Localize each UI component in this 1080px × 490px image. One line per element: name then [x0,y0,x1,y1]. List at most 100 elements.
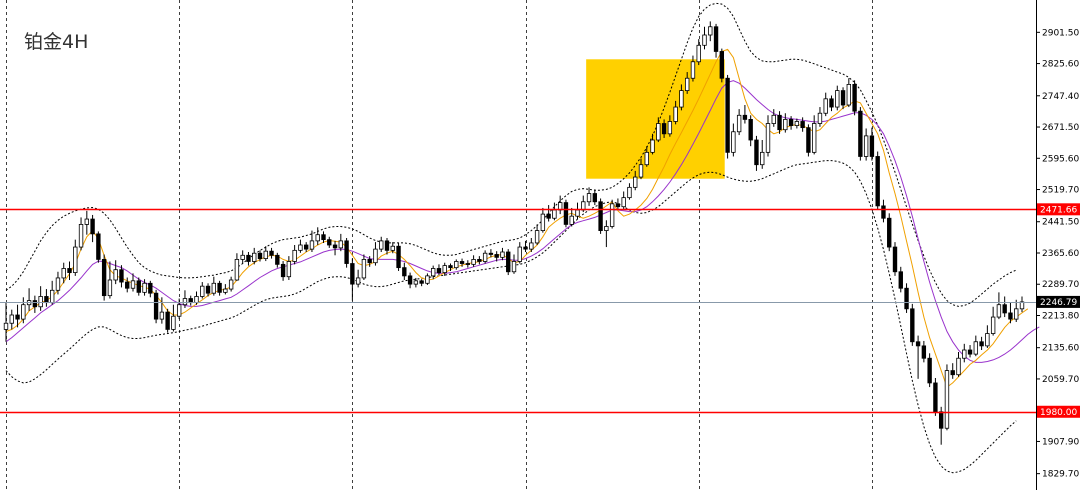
candle [379,236,384,252]
candle [384,238,390,255]
candle-body-bearish [101,259,107,297]
candle [667,115,673,137]
candle [869,127,875,161]
candle [788,116,794,130]
candle-body-bullish [211,282,217,294]
ma-fast-line [5,48,1029,388]
candle-body-bullish [621,197,626,208]
band-upper-line [5,2,1017,307]
candle-body-bullish [454,261,459,269]
candle-body-bearish [477,259,482,262]
price-tag-label: 2246.79 [1040,298,1077,308]
candle [182,290,188,308]
candle [223,284,228,295]
candle-body-bearish [1002,304,1007,314]
candle-body-bullish [863,135,869,157]
candle [933,378,938,416]
candle-body-bullish [298,244,303,251]
candle [713,23,719,58]
candle [148,280,153,298]
candle-body-bearish [321,234,326,241]
candle-body-bullish [552,209,557,219]
candle [367,256,372,267]
candle [107,261,113,299]
candle [534,224,540,245]
candle-body-bullish [252,252,257,262]
candle-body-bearish [257,252,263,259]
candle-body-bearish [344,240,349,264]
candle [863,128,869,161]
moving-averages [5,48,1040,388]
y-tick-label: 2901.50 [1042,28,1079,38]
candle-body-bearish [754,139,759,166]
y-tick-label: 2059.70 [1042,375,1079,385]
candle-body-bearish [887,217,892,248]
candle-body-bearish [777,114,782,131]
candle [228,276,234,292]
candle-body-bullish [627,186,632,199]
candle [142,279,147,296]
candle [361,254,367,280]
candle [130,273,136,292]
candle [73,239,78,276]
price-tag-box [1037,405,1080,418]
y-tick-label: 2595.60 [1042,154,1079,164]
candle [315,227,320,245]
y-tick-label: 2441.50 [1042,218,1079,228]
candle [275,252,280,268]
candle [569,207,574,227]
candle [465,260,471,268]
candle [754,135,759,171]
candle [546,205,551,222]
y-tick-label: 1907.90 [1042,437,1079,447]
candle-body-bullish [430,268,436,277]
candle [200,282,205,299]
candle [482,250,488,264]
candle-body-bullish [286,261,292,278]
candle [650,133,655,155]
candle-body-bullish [3,322,9,330]
candle [990,306,996,336]
candle-body-bearish [748,119,753,141]
candle-body-bullish [569,215,574,225]
candle-body-bearish [384,240,390,251]
candle [373,242,378,266]
candle [748,115,753,147]
candle [332,240,338,256]
candle [835,85,840,111]
candle-body-bullish [684,77,690,91]
candles [3,21,1025,445]
candle-body-bullish [644,151,649,166]
candle [673,100,678,125]
candle-body-bearish [546,213,551,219]
candle [55,271,61,295]
candle-body-bearish [67,268,72,273]
candle [915,335,921,379]
candle [101,254,107,301]
candle-body-bearish [858,110,863,157]
candle-body-bullish [962,349,967,359]
candle [708,21,713,42]
candle-body-bearish [44,296,49,304]
candle-body-bearish [488,252,494,255]
candle [136,277,141,296]
candle-body-bullish [811,123,817,153]
candle-body-bearish [1008,312,1013,320]
candle-body-bearish [563,202,569,225]
candle-body-bullish [696,44,701,63]
candle [696,39,701,66]
candle [794,118,800,129]
candle [425,273,430,285]
candle [125,277,130,293]
candle [563,199,569,228]
candle-body-bearish [892,246,898,273]
candle-body-bullish [679,90,684,108]
candle-body-bearish [148,282,153,294]
candle-body-bullish [315,234,320,242]
candle [967,345,973,358]
candle [540,207,546,233]
candle [892,242,898,276]
candle-body-bullish [159,311,165,320]
candle-body-bullish [73,246,78,273]
